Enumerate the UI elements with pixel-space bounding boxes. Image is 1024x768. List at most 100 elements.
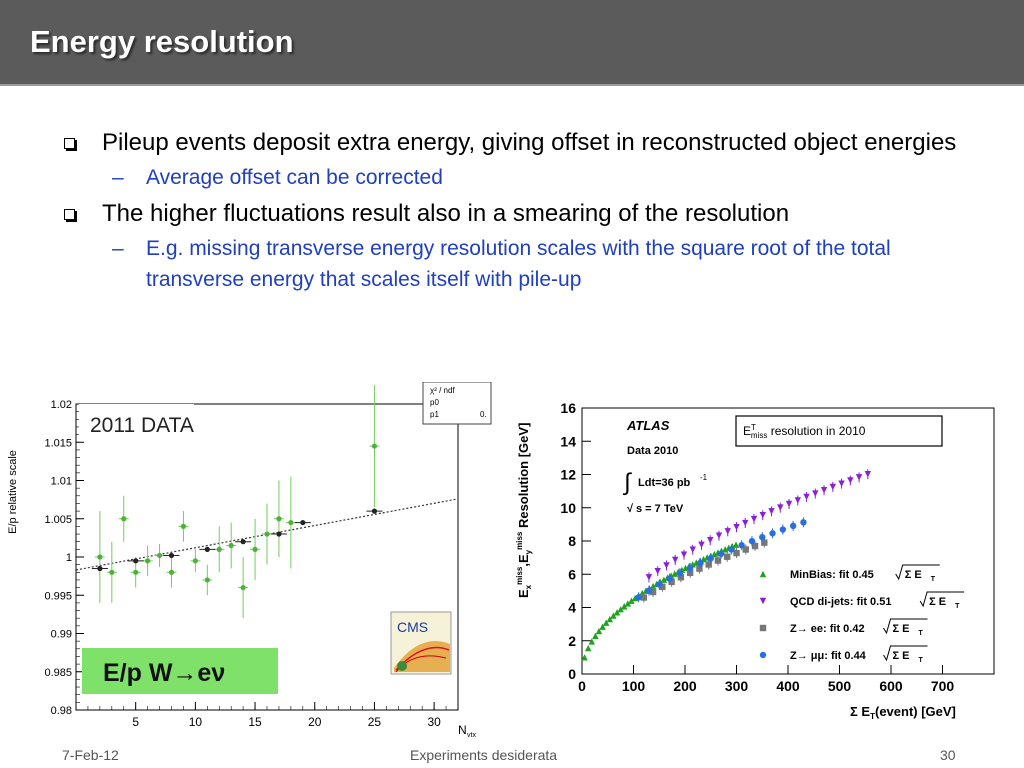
bullet-list: Pileup events deposit extra energy, givi…	[60, 126, 980, 299]
atlas-marker-triangle-down	[759, 511, 766, 519]
cms-dark-point	[168, 552, 175, 559]
cms-y-tick-label: 0.99	[51, 629, 72, 641]
atlas-marker-circle	[748, 537, 756, 545]
cms-ep-chart-svg: E/p relative scale 0.98 0.985 0.99 0.995 1 1.…	[0, 381, 500, 742]
atlas-legend-sum: Σ E	[893, 650, 910, 662]
cms-green-point	[371, 443, 378, 449]
atlas-experiment-label: ATLAS	[626, 418, 670, 433]
atlas-marker-square	[714, 557, 722, 564]
atlas-marker-triangle-down	[715, 532, 723, 539]
atlas-sqrt-icon: √	[627, 503, 634, 515]
cms-dark-point	[204, 546, 210, 552]
atlas-marker-triangle-up	[584, 644, 592, 652]
sub-bullet-2: – E.g. missing transverse energy resolut…	[60, 233, 980, 295]
atlas-marker-triangle-up	[588, 638, 595, 645]
title-bar: Energy resolution	[0, 0, 1024, 86]
atlas-marker-triangle-down	[672, 556, 679, 564]
atlas-marker-triangle-down	[742, 519, 749, 527]
atlas-x-tick-label: 600	[879, 678, 903, 694]
atlas-y-tick-label: 10	[560, 500, 576, 516]
atlas-marker-circle	[717, 550, 725, 558]
atlas-marker-square	[733, 549, 740, 557]
cms-green-point	[168, 569, 175, 575]
atlas-marker-square	[677, 574, 685, 581]
atlas-x-tick-label: 200	[673, 678, 697, 694]
atlas-marker-triangle-up	[711, 550, 718, 558]
atlas-marker-triangle-down	[750, 515, 758, 523]
atlas-box-title: ET miss resolution in 2010	[743, 423, 866, 440]
atlas-legend-marker	[759, 624, 767, 632]
atlas-y-tick-label: 16	[560, 400, 576, 416]
atlas-marker-square	[761, 539, 768, 546]
atlas-legend-marker	[759, 570, 767, 578]
atlas-ylabel-ex: E	[516, 589, 531, 598]
atlas-ylabel-y: y	[524, 549, 533, 554]
atlas-legend-label: MinBias: fit 0.45	[790, 569, 874, 581]
atlas-xlabel-rest: (event) [GeV]	[875, 704, 956, 719]
cms-green-point	[216, 546, 222, 552]
cms-green-point	[264, 531, 270, 537]
atlas-x-tick-label: 300	[725, 678, 749, 694]
atlas-marker-triangle-up	[581, 654, 588, 661]
atlas-marker-triangle-up	[732, 541, 740, 548]
atlas-marker-square	[659, 583, 666, 590]
square-bullet-icon	[64, 209, 75, 220]
atlas-energy-label: s = 7 TeV	[636, 503, 684, 515]
atlas-ylabel-ey: ,E	[516, 554, 531, 567]
dash-icon: –	[112, 237, 124, 260]
atlas-box-t: T	[751, 423, 756, 432]
bullet-1: Pileup events deposit extra energy, givi…	[60, 126, 980, 160]
atlas-marker-circle	[666, 575, 673, 582]
atlas-y-tick-label: 14	[560, 433, 576, 449]
cms-x-tick-label: 5	[132, 715, 139, 729]
cms-y-axis-label: E/p relative scale	[7, 450, 19, 534]
atlas-marker-circle	[800, 519, 807, 526]
atlas-marker-square	[668, 578, 675, 586]
cms-green-point	[252, 546, 258, 552]
atlas-y-axis-label: Exmiss,Eymiss Resolution [GeV]	[515, 423, 533, 598]
atlas-ylabel-miss1: miss	[515, 566, 524, 585]
atlas-marker-triangle-down	[820, 486, 828, 494]
atlas-marker-square	[640, 594, 647, 601]
atlas-marker-triangle-down	[698, 541, 705, 549]
atlas-marker-triangle-down	[785, 500, 793, 508]
atlas-marker-triangle-up	[592, 632, 599, 640]
cms-y-tick-label: 0.98	[51, 705, 72, 717]
cms-ep-chart: E/p relative scale 0.98 0.985 0.99 0.995 1 1.…	[0, 381, 500, 742]
atlas-marker-circle	[728, 546, 735, 553]
atlas-marker-triangle-down	[663, 562, 670, 569]
cms-y-tick-label: 1	[66, 552, 72, 564]
atlas-legend-marker	[759, 651, 767, 659]
atlas-marker-triangle-down	[645, 574, 653, 581]
cms-stat-label-chi2: χ² / ndf	[430, 386, 455, 395]
bullet-2: The higher fluctuations result also in a…	[60, 197, 980, 231]
atlas-marker-triangle-down	[689, 546, 696, 553]
atlas-legend-label: Z→ μμ: fit 0.44	[790, 650, 867, 662]
atlas-x-tick-label: 700	[931, 678, 955, 694]
cms-green-point	[180, 523, 187, 529]
atlas-legend-sum-sub: T	[919, 630, 924, 637]
atlas-marker-triangle-down	[829, 483, 837, 491]
atlas-marker-triangle-down	[803, 493, 810, 501]
cms-x-tick-label: 15	[248, 715, 262, 729]
cms-stat-value-p1: 0.	[480, 410, 487, 419]
cms-dark-point	[133, 558, 139, 564]
atlas-x-tick-label: 500	[828, 678, 852, 694]
atlas-box-miss: miss	[751, 431, 767, 440]
atlas-legend-sqrt-icon	[883, 645, 928, 662]
cms-green-point	[97, 554, 103, 560]
slide-title: Energy resolution	[30, 24, 294, 59]
atlas-marker-triangle-up	[603, 619, 610, 626]
bullet-1-text: Pileup events deposit extra energy, givi…	[102, 129, 957, 156]
atlas-marker-square	[649, 588, 657, 596]
cms-dark-point	[276, 531, 282, 537]
atlas-x-tick-label: 0	[578, 678, 586, 694]
atlas-ylabel-x: x	[524, 584, 533, 589]
cms-stat-label-p1: p1	[430, 410, 439, 419]
atlas-box-rest: resolution in 2010	[767, 424, 865, 438]
atlas-ylabel-miss2: miss	[515, 531, 524, 550]
footer-page: 30	[940, 747, 956, 763]
cms-green-point	[133, 569, 139, 575]
atlas-legend-sum: Σ E	[929, 596, 946, 608]
cms-stat-box: χ² / ndf p0 p1 0.	[422, 381, 492, 425]
